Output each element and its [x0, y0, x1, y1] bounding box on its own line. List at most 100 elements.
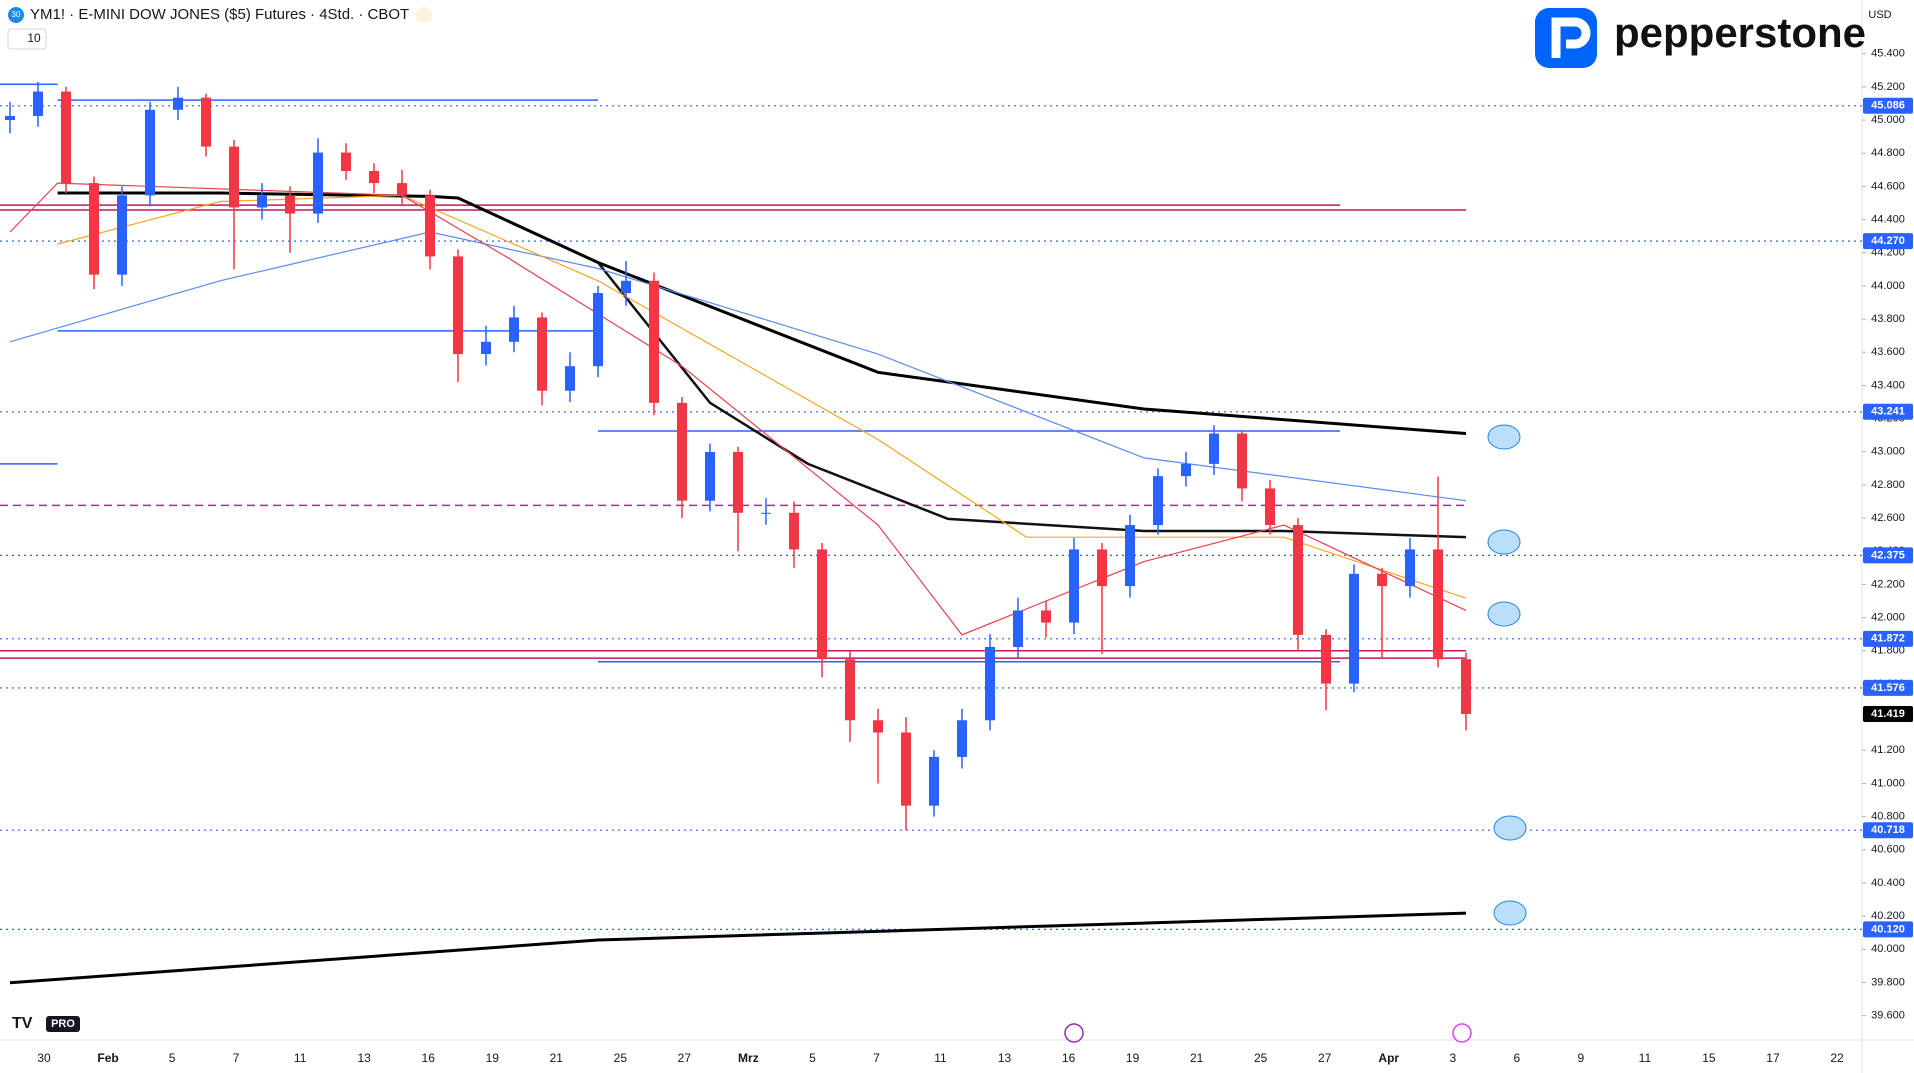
candle-body	[1097, 549, 1107, 587]
interval-box-text: 10	[27, 31, 41, 45]
candle-body	[89, 183, 99, 275]
candle-body	[1209, 433, 1219, 464]
level-badge-label: 40.120	[1871, 923, 1905, 935]
level-badge-label: 41.576	[1871, 682, 1905, 694]
x-tick-label: Feb	[97, 1051, 118, 1065]
platform-badge: PRO	[51, 1018, 75, 1030]
x-tick-label: 21	[1190, 1051, 1204, 1065]
x-tick-label: 15	[1702, 1051, 1716, 1065]
x-tick-label: 11	[934, 1051, 947, 1065]
level-badge	[1863, 822, 1913, 839]
candle-body	[817, 549, 827, 660]
x-tick-label: Apr	[1378, 1051, 1399, 1065]
candle-body	[1237, 433, 1247, 489]
candle-body	[33, 91, 43, 116]
candle-body	[173, 97, 183, 110]
y-tick-label: 42.200	[1871, 578, 1905, 590]
x-tick-label: 27	[678, 1051, 692, 1065]
candle-body	[1461, 659, 1471, 714]
candle-body	[397, 183, 407, 196]
x-tick-label: 25	[614, 1051, 628, 1065]
candle-body	[705, 451, 715, 501]
candle-body	[985, 646, 995, 721]
x-tick-label: 5	[169, 1051, 176, 1065]
x-tick-label: 19	[1126, 1051, 1140, 1065]
x-tick-label: 11	[294, 1051, 307, 1065]
y-tick-label: 40.800	[1871, 811, 1905, 823]
candle-body	[369, 170, 379, 184]
level-badge	[1863, 705, 1913, 722]
x-tick-label: 16	[1062, 1051, 1076, 1065]
candle-body	[537, 317, 547, 391]
candle-body	[593, 293, 603, 367]
x-tick-label: Mrz	[738, 1051, 759, 1065]
symbol-icon-text: 30	[12, 10, 21, 19]
x-tick-label: 30	[37, 1051, 51, 1065]
candle-body	[61, 91, 71, 184]
marker	[1493, 900, 1527, 926]
platform-badge-bg	[46, 1016, 80, 1032]
candle-body	[1069, 549, 1079, 623]
currency: USD	[1868, 9, 1891, 21]
y-tick-label: 39.600	[1871, 1010, 1905, 1022]
y-tick-label: 43.400	[1871, 379, 1905, 391]
indicator-line	[597, 261, 1467, 539]
y-tick-label: 44.800	[1871, 147, 1905, 159]
candle-body	[621, 280, 631, 294]
y-tick-label: 40.400	[1871, 877, 1905, 889]
x-tick-label: 27	[1318, 1051, 1332, 1065]
candle-body	[1013, 610, 1023, 647]
candle-body	[1293, 525, 1303, 635]
candle-body	[1349, 573, 1359, 684]
y-tick-label: 45.200	[1871, 81, 1905, 93]
y-tick-label: 41.000	[1871, 777, 1905, 789]
x-tick-label: 25	[1254, 1051, 1268, 1065]
indicator-line	[57, 191, 1467, 436]
event-icon[interactable]	[1064, 1023, 1084, 1043]
x-tick-label: 16	[422, 1051, 436, 1065]
level-badge	[1863, 679, 1913, 696]
candle-body	[1153, 476, 1163, 526]
symbol-icon	[8, 7, 24, 23]
candle-body	[481, 341, 491, 355]
x-tick-label: 3	[1449, 1051, 1456, 1065]
candle-body	[1041, 610, 1051, 623]
interval-box[interactable]	[7, 28, 47, 50]
x-tick-label: 11	[1639, 1051, 1652, 1065]
chart-title: YM1! · E-MINI DOW JONES ($5) Futures · 4…	[30, 6, 409, 23]
marker	[1487, 529, 1521, 555]
y-tick-label: 42.600	[1871, 512, 1905, 524]
brand-logo-p	[1551, 17, 1591, 58]
x-tick-label: 22	[1830, 1051, 1844, 1065]
event-icon[interactable]	[1452, 1023, 1472, 1043]
candle-body	[117, 195, 127, 275]
x-tick-label: 5	[809, 1051, 816, 1065]
x-tick-label: 7	[873, 1051, 880, 1065]
x-tick-label: 19	[486, 1051, 500, 1065]
x-tick-label: 7	[233, 1051, 240, 1065]
level-badge-label: 44.270	[1871, 235, 1905, 247]
level-badge	[1863, 547, 1913, 564]
candle-body	[229, 146, 239, 208]
candle-body	[789, 512, 799, 550]
marker	[1487, 601, 1521, 627]
y-tick-label: 44.200	[1871, 247, 1905, 259]
candle-body	[901, 732, 911, 806]
candle-body	[761, 512, 771, 514]
x-tick-label: 13	[357, 1051, 371, 1065]
level-badge-label: 41.419	[1871, 708, 1905, 720]
level-badge-label: 43.241	[1871, 406, 1905, 418]
brand: pepperstone	[1614, 9, 1866, 56]
alert-markers	[1487, 424, 1527, 926]
candle-body	[5, 115, 15, 121]
indicator-line	[9, 231, 1467, 502]
y-tick-label: 40.200	[1871, 910, 1905, 922]
x-tick-label: 21	[550, 1051, 564, 1065]
candle-body	[565, 366, 575, 391]
x-tick-label: 9	[1578, 1051, 1585, 1065]
candle-body	[257, 195, 267, 208]
y-tick-label: 39.800	[1871, 976, 1905, 988]
candle-body	[733, 451, 743, 513]
